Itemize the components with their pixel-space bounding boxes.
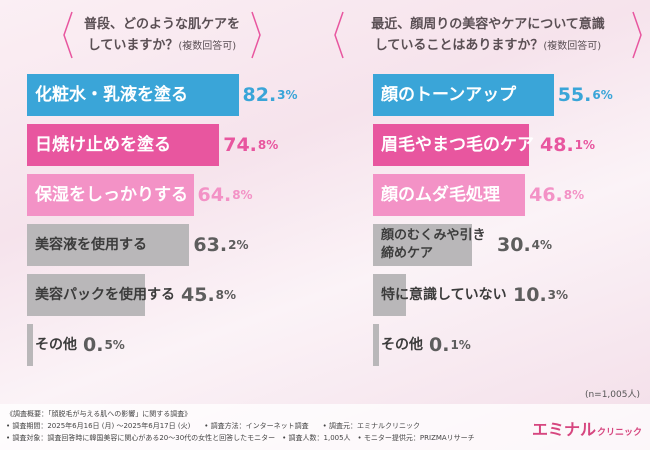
bar bbox=[373, 174, 526, 216]
left-question-line2: していますか？ bbox=[87, 38, 179, 53]
clinic-logo-sub: クリニック bbox=[596, 428, 642, 438]
bar-value-label: 46. 8% bbox=[529, 184, 585, 206]
bar bbox=[373, 224, 472, 266]
bar-category-label: 美容液を使用する bbox=[35, 237, 147, 253]
left-question-line1: 普段、どのような肌ケアを bbox=[83, 17, 240, 32]
survey-footer: 《調査概要：「顔脱毛が与える肌への影響」に関する調査》 • 調査期間：2025年… bbox=[0, 404, 650, 450]
bar bbox=[373, 274, 407, 316]
survey-details: 《調査概要：「顔脱毛が与える肌への影響」に関する調査》 • 調査期間：2025年… bbox=[6, 408, 475, 444]
bar-value-label: 45. 8% bbox=[181, 284, 237, 306]
right-question-line1: 最近、顔周りの美容やケアについて意識 bbox=[371, 17, 605, 32]
bar-value-label: 48. 1% bbox=[540, 134, 596, 156]
left-chart-title: 普段、どのような肌ケアを していますか？(複数回答可) bbox=[74, 14, 250, 57]
bar-category-label: 顔のむくみや引き締めケア bbox=[381, 228, 486, 261]
right-question-box: 最近、顔周りの美容やケアについて意識 していることはありますか？(複数回答可) bbox=[333, 10, 643, 60]
bar bbox=[27, 274, 145, 316]
bar bbox=[27, 124, 220, 166]
right-question-sub: (複数回答可) bbox=[543, 41, 602, 52]
bar bbox=[373, 324, 379, 366]
survey-period: • 調査期間：2025年6月16日 (月) ～2025年6月17日 (火) • … bbox=[6, 422, 421, 430]
bar bbox=[373, 124, 530, 166]
bar bbox=[373, 74, 554, 116]
bar-category-label: その他 bbox=[381, 337, 423, 353]
bar-value-label: 30. 4% bbox=[497, 234, 553, 256]
bracket-decoration-icon bbox=[334, 11, 642, 59]
bar-category-label: 眉毛やまつ毛のケア bbox=[381, 135, 534, 155]
bar-value-label: 0. 1% bbox=[429, 334, 471, 356]
bar-category-label: 日焼け止めを塗る bbox=[35, 135, 171, 155]
bar bbox=[27, 324, 33, 366]
right-chart-title: 最近、顔周りの美容やケアについて意識 していることはありますか？(複数回答可) bbox=[345, 14, 631, 57]
bar-value-label: 74. 8% bbox=[223, 134, 279, 156]
bar-category-label: その他 bbox=[35, 337, 77, 353]
bar bbox=[27, 74, 239, 116]
bar-value-label: 82. 3% bbox=[242, 84, 298, 106]
bar-category-label: 美容パックを使用する bbox=[35, 287, 175, 303]
bar-value-label: 0. 5% bbox=[83, 334, 125, 356]
bar-category-label: 特に意識していない bbox=[381, 287, 507, 303]
bar bbox=[27, 174, 194, 216]
survey-title: 《調査概要：「顔脱毛が与える肌への影響」に関する調査》 bbox=[6, 410, 192, 418]
bar-value-label: 64. 8% bbox=[197, 184, 253, 206]
bracket-decoration-icon bbox=[63, 11, 261, 59]
bar-category-label: 保湿をしっかりする bbox=[35, 185, 188, 205]
bar bbox=[27, 224, 190, 266]
bar-category-label: 化粧水・乳液を塗る bbox=[35, 85, 188, 105]
left-question-box: 普段、どのような肌ケアを していますか？(複数回答可) bbox=[62, 10, 262, 60]
right-question-line2: していることはありますか？ bbox=[374, 38, 544, 53]
left-chart-panel: 普段、どのような肌ケアを していますか？(複数回答可) 化粧水・乳液を塗る 82.… bbox=[0, 0, 325, 395]
bar-value-label: 63. 2% bbox=[193, 234, 249, 256]
bar-category-label: 顔のムダ毛処理 bbox=[381, 185, 500, 205]
bar-value-label: 10. 3% bbox=[513, 284, 569, 306]
clinic-logo-main: エミナル bbox=[531, 420, 596, 439]
clinic-logo: エミナルクリニック bbox=[532, 416, 642, 440]
bar-value-label: 55. 6% bbox=[557, 84, 613, 106]
left-question-sub: (複数回答可) bbox=[178, 41, 237, 52]
bar-category-label: 顔のトーンアップ bbox=[381, 85, 517, 105]
sample-size-note: (n=1,005人) bbox=[584, 390, 640, 400]
right-chart-panel: 最近、顔周りの美容やケアについて意識 していることはありますか？(複数回答可) … bbox=[325, 0, 650, 395]
survey-target: • 調査対象：調査回答時に韓国美容に関心がある20～30代の女性と回答したモニタ… bbox=[6, 434, 475, 442]
